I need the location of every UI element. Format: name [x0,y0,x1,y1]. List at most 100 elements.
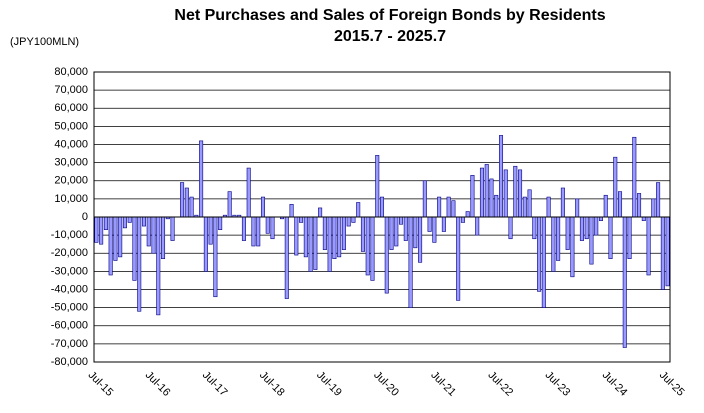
bar [346,216,351,227]
bar [598,216,603,221]
y-tick-label: -70,000 [51,338,88,350]
bar [656,182,661,218]
bar [513,165,518,218]
bar [646,216,651,276]
bar [113,216,118,261]
bar [437,196,442,218]
bar [632,136,637,218]
bar [351,216,356,223]
bar [213,216,218,298]
bar [451,200,456,218]
bar [170,216,175,241]
y-tick-label: -40,000 [51,283,88,295]
bar [470,175,475,218]
bar [180,182,185,218]
y-tick-label: -60,000 [51,320,88,332]
bar [565,216,570,250]
bar [246,167,251,218]
bar [518,169,523,218]
bar [184,187,189,218]
y-tick-label: -50,000 [51,302,88,314]
bar [503,169,508,218]
bar [422,180,427,218]
bar [199,140,204,218]
x-tick-label: Jul-21 [428,369,458,399]
bar [589,216,594,265]
x-tick-label: Jul-18 [257,369,287,399]
bar [508,216,513,240]
bar [118,216,123,258]
bar [318,207,323,218]
bar [270,216,275,240]
bar [303,216,308,258]
bar [132,216,137,281]
y-tick-label: -80,000 [51,356,88,368]
bar [627,216,632,259]
bar [356,202,361,218]
bar [403,216,408,241]
bar [370,216,375,281]
x-tick-label: Jul-23 [543,369,573,399]
x-tick-label: Jul-17 [200,369,230,399]
bar [551,216,556,272]
bar [418,216,423,263]
y-tick-label: 80,000 [54,66,88,78]
bar [441,216,446,232]
bar [413,216,418,249]
bar [308,216,313,272]
bar [299,216,304,223]
bar [251,216,256,247]
bar [99,216,104,245]
bar [294,216,299,256]
bar [151,216,156,254]
x-tick-label: Jul-16 [143,369,173,399]
bar [365,216,370,276]
chart-subtitle: 2015.7 - 2025.7 [334,28,446,45]
bar [460,216,465,223]
bar [427,216,432,232]
bar [341,216,346,250]
bar [322,216,327,250]
bar [141,216,146,227]
bar [260,196,266,218]
bar [137,216,142,312]
bar [660,216,665,290]
x-tick-label: Jul-22 [485,369,515,399]
bar [489,178,494,218]
bar [289,204,294,218]
bar [608,216,613,259]
bar [618,191,623,218]
bar [389,216,394,250]
bar [579,216,584,241]
y-tick-label: 10,000 [54,193,88,205]
y-tick-label: -20,000 [51,247,88,259]
x-tick-label: Jul-20 [371,369,401,399]
y-tick-label: 60,000 [54,102,88,114]
bar [637,193,642,218]
bar [537,216,542,292]
bar [641,216,646,221]
bar [622,216,627,348]
bar [498,135,504,218]
bar [603,194,608,218]
bar [332,216,337,259]
bar [479,167,484,218]
bar [146,216,151,247]
bar [446,196,451,218]
chart-title: Net Purchases and Sales of Foreign Bonds… [174,7,605,24]
bar [384,216,389,294]
y-tick-label: 20,000 [54,175,88,187]
y-tick-label: -30,000 [51,265,88,277]
bar [327,216,332,272]
unit-label: (JPY100MLN) [10,36,79,48]
bar [408,216,413,308]
bar [203,216,208,272]
x-tick-label: Jul-25 [657,369,687,399]
bar [527,189,532,218]
bar [484,164,489,218]
bar [189,196,194,218]
bar [613,156,618,218]
y-tick-label: 40,000 [54,138,88,150]
bar [108,216,113,276]
